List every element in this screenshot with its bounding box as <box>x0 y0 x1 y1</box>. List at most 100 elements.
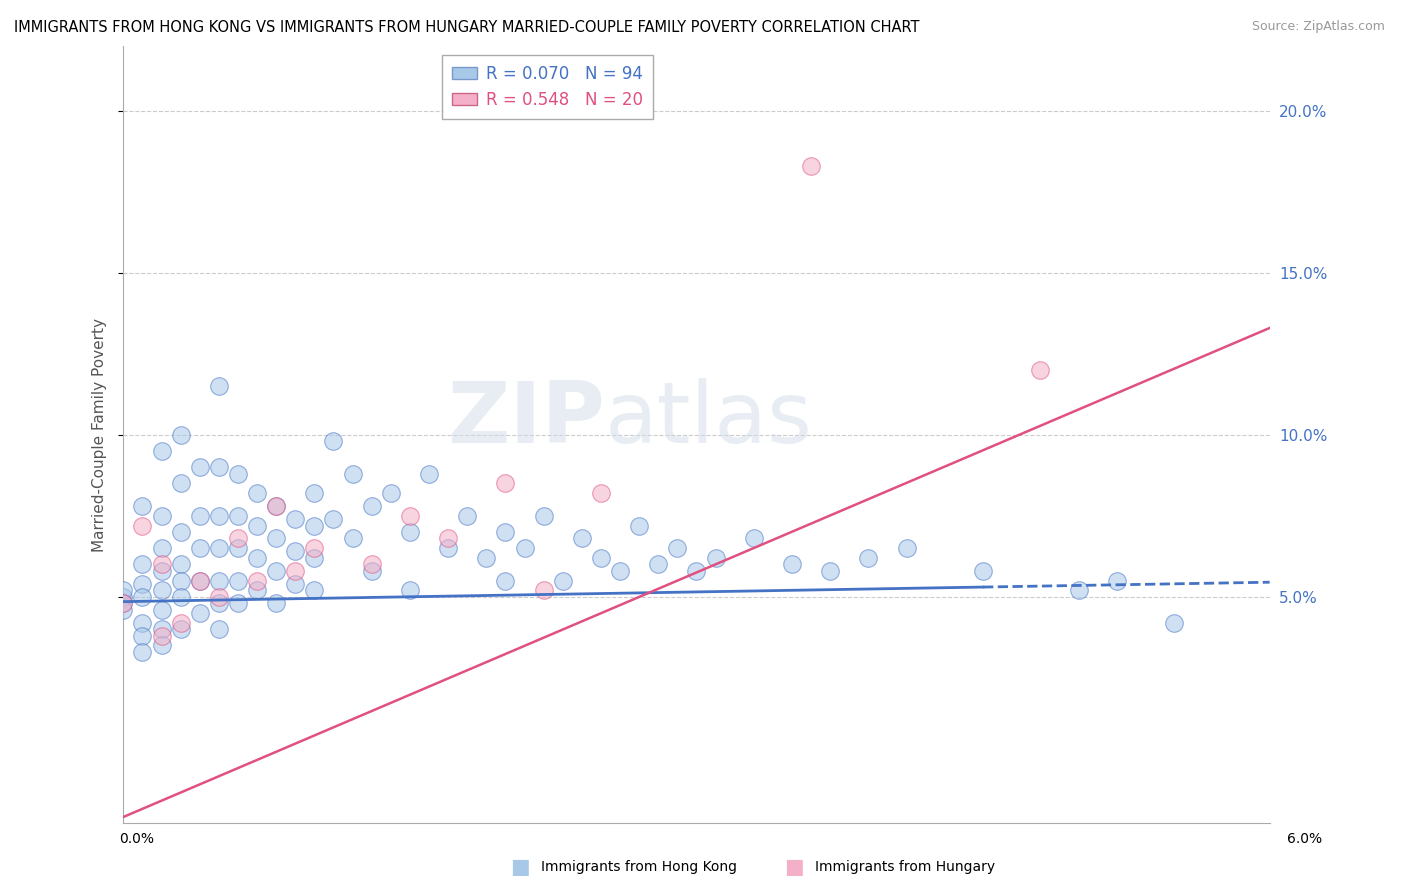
Point <box>551 574 574 588</box>
Point <box>226 467 249 481</box>
Point <box>647 558 669 572</box>
Point <box>628 518 651 533</box>
Point <box>226 508 249 523</box>
Point <box>131 558 153 572</box>
Point <box>264 564 287 578</box>
Point <box>360 499 382 513</box>
Point <box>208 508 231 523</box>
Point <box>246 550 269 565</box>
Point <box>208 541 231 556</box>
Point <box>150 638 173 652</box>
Point <box>188 541 211 556</box>
Point <box>494 524 516 539</box>
Point <box>533 508 555 523</box>
Point <box>322 512 344 526</box>
Point <box>131 615 153 630</box>
Text: atlas: atlas <box>605 378 813 461</box>
Point <box>704 550 727 565</box>
Point <box>131 499 153 513</box>
Legend: R = 0.070   N = 94, R = 0.548   N = 20: R = 0.070 N = 94, R = 0.548 N = 20 <box>443 54 652 119</box>
Point <box>589 486 612 500</box>
Point <box>1067 583 1090 598</box>
Point <box>264 499 287 513</box>
Point <box>666 541 689 556</box>
Point <box>169 615 191 630</box>
Point <box>437 541 460 556</box>
Point <box>533 583 555 598</box>
Point <box>304 583 326 598</box>
Point <box>571 532 593 546</box>
Point <box>150 508 173 523</box>
Point <box>304 550 326 565</box>
Point <box>188 574 211 588</box>
Text: 6.0%: 6.0% <box>1286 832 1322 846</box>
Point <box>150 564 173 578</box>
Point <box>131 518 153 533</box>
Point <box>342 532 364 546</box>
Point <box>246 486 269 500</box>
Point <box>304 486 326 500</box>
Point <box>456 508 478 523</box>
Point <box>112 603 135 617</box>
Point <box>208 574 231 588</box>
Point <box>226 596 249 610</box>
Point <box>131 577 153 591</box>
Point <box>609 564 631 578</box>
Text: ■: ■ <box>510 857 530 877</box>
Point <box>169 427 191 442</box>
Text: ZIP: ZIP <box>447 378 605 461</box>
Point <box>858 550 880 565</box>
Point <box>188 460 211 475</box>
Point <box>399 583 422 598</box>
Point <box>380 486 402 500</box>
Point <box>208 460 231 475</box>
Point <box>150 541 173 556</box>
Point <box>208 379 231 393</box>
Point <box>169 476 191 491</box>
Point <box>896 541 918 556</box>
Point <box>360 558 382 572</box>
Point <box>284 512 307 526</box>
Point <box>494 574 516 588</box>
Point <box>150 603 173 617</box>
Point <box>1105 574 1128 588</box>
Point <box>150 583 173 598</box>
Point <box>208 622 231 636</box>
Point <box>112 596 135 610</box>
Point <box>304 518 326 533</box>
Point <box>342 467 364 481</box>
Point <box>131 629 153 643</box>
Point <box>1029 363 1052 377</box>
Point <box>800 159 823 173</box>
Point <box>226 532 249 546</box>
Point <box>169 590 191 604</box>
Point <box>418 467 440 481</box>
Point <box>322 434 344 449</box>
Point <box>780 558 803 572</box>
Point <box>742 532 765 546</box>
Text: ■: ■ <box>785 857 804 877</box>
Point <box>131 590 153 604</box>
Point <box>150 629 173 643</box>
Point <box>972 564 994 578</box>
Text: 0.0%: 0.0% <box>120 832 155 846</box>
Point <box>284 544 307 558</box>
Point <box>112 590 135 604</box>
Point <box>150 558 173 572</box>
Point <box>131 645 153 659</box>
Point <box>150 444 173 458</box>
Point <box>246 574 269 588</box>
Point <box>226 541 249 556</box>
Point <box>494 476 516 491</box>
Point <box>360 564 382 578</box>
Point <box>818 564 841 578</box>
Point <box>188 574 211 588</box>
Point <box>112 596 135 610</box>
Text: Immigrants from Hong Kong: Immigrants from Hong Kong <box>541 860 737 874</box>
Point <box>589 550 612 565</box>
Point <box>304 541 326 556</box>
Point <box>208 596 231 610</box>
Point <box>188 508 211 523</box>
Point <box>284 564 307 578</box>
Point <box>112 583 135 598</box>
